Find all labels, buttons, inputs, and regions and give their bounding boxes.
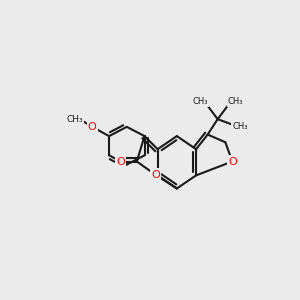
- Text: CH₃: CH₃: [192, 97, 208, 106]
- Text: O: O: [151, 169, 160, 180]
- Text: CH₃: CH₃: [232, 122, 248, 130]
- Text: O: O: [116, 157, 125, 166]
- Text: O: O: [228, 157, 237, 166]
- Text: CH₃: CH₃: [228, 97, 243, 106]
- Text: CH₃: CH₃: [67, 115, 83, 124]
- Text: O: O: [88, 122, 97, 132]
